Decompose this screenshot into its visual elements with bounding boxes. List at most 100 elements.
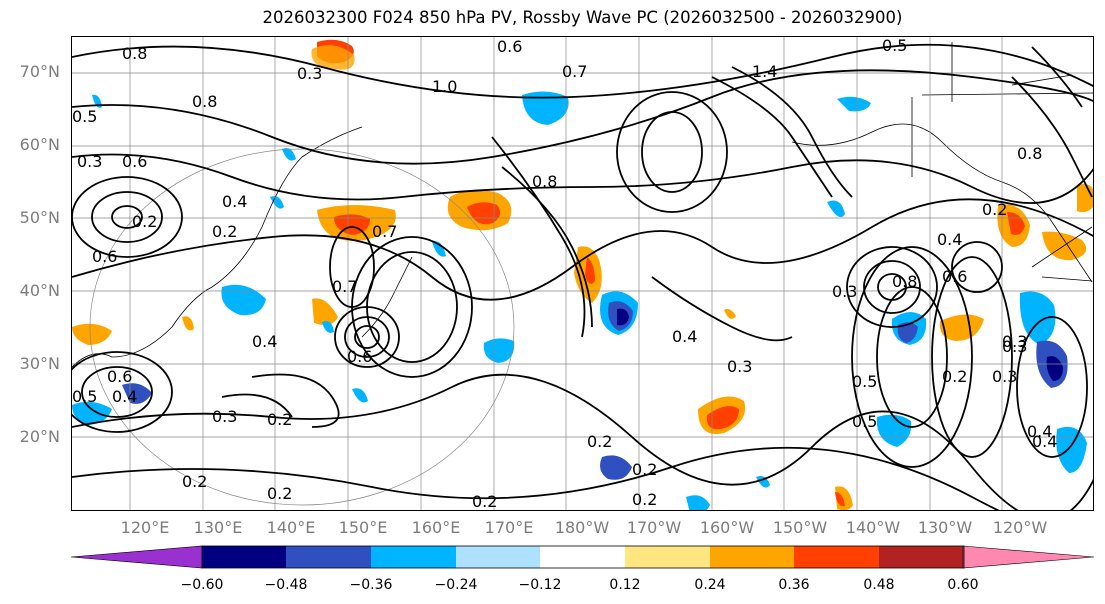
contour-label: 0.3 [832,282,857,301]
colorbar-segment [202,546,287,568]
colorbar-segment [371,546,457,568]
lon-label-150w: 150°W [772,518,828,537]
negative-anomaly-patch [221,284,266,316]
contour-label: 0.4 [1027,422,1052,441]
negative-anomaly-patch [876,414,912,447]
lat-label-60n: 60°N [19,135,60,154]
lat-label-30n: 30°N [19,354,60,373]
contour-label: 0.3 [1002,332,1027,351]
lon-label-160e: 160°E [411,518,461,537]
contour-label: 0.5 [882,37,907,55]
contour-label: 0.4 [1032,432,1057,451]
lon-label-170e: 170°E [484,518,534,537]
colorbar-tick-label: −0.60 [180,577,224,593]
positive-anomaly-patch [724,308,736,319]
contour-label: 0.6 [942,267,967,286]
contour-label: 0.3 [727,357,752,376]
contour-label: 0.7 [372,222,397,241]
contour-label: 0.4 [222,192,247,211]
lon-label-130w: 130°W [917,518,973,537]
contour-label: 0.2 [472,492,497,511]
colorbar-outline [201,545,965,569]
lon-label-140e: 140°E [266,518,316,537]
contour-labels: 0.6 0.8 0.5 0.3 0.7 1.0 1.4 0.8 0.5 0.8 … [72,37,1057,511]
lon-label-170w: 170°W [626,518,682,537]
positive-anomaly-patch [182,316,194,331]
contour-label: 1.0 [432,77,457,96]
negative-anomaly-patch [270,196,284,209]
contour-label: 0.2 [267,484,292,503]
negative-anomaly-patch [282,148,296,161]
contour-label: 0.8 [192,92,217,111]
coastlines [72,42,1093,368]
lon-label-150e: 150°E [338,518,388,537]
lon-label-140w: 140°W [845,518,901,537]
negative-anomaly-patch [617,308,629,326]
contour-label: 0.6 [497,37,522,56]
positive-anomaly-patch [585,257,595,284]
pv-anomaly-fills [72,39,1093,510]
contour-label: 0.2 [982,200,1007,219]
colorbar-tick-label: −0.48 [264,577,308,593]
negative-anomaly-patch [483,338,515,363]
contour-label: 0.4 [672,327,697,346]
map-panel[interactable]: 0.6 0.8 0.5 0.3 0.7 1.0 1.4 0.8 0.5 0.8 … [71,36,1094,511]
negative-anomaly-patch [600,455,632,480]
contour-label: 0.6 [107,367,132,386]
contour-label: 0.5 [72,387,97,406]
contour-label: 0.7 [562,62,587,81]
colorbar-extend-right [962,545,1095,569]
negative-anomaly-patch [1019,291,1056,345]
positive-anomaly-patch [72,323,112,345]
plot-title: 2026032300 F024 850 hPa PV, Rossby Wave … [262,8,903,27]
pv-contours [72,43,1093,510]
negative-anomaly-patch [1056,426,1087,473]
lon-label-120e: 120°E [120,518,170,537]
negative-anomaly-patch [352,388,368,403]
contour-label: 0.5 [852,372,877,391]
contour-label: 0.2 [132,212,157,231]
contour-label: 0.8 [1017,144,1042,163]
colorbar-segment [879,546,964,568]
contour-label: 0.2 [587,432,612,451]
colorbar-segment [625,546,711,568]
negative-anomaly-patch [72,401,112,425]
lon-label-180w: 180°W [554,518,610,537]
map-canvas: 0.6 0.8 0.5 0.3 0.7 1.0 1.4 0.8 0.5 0.8 … [72,37,1093,511]
contour-label: 0.3 [77,152,102,171]
lat-label-70n: 70°N [19,62,60,81]
contour-label: 0.4 [252,332,277,351]
positive-anomaly-patch [312,298,338,325]
colorbar-tick-label: 0.60 [947,577,979,593]
lat-label-40n: 40°N [19,281,60,300]
lon-label-130e: 130°E [193,518,243,537]
positive-anomaly-patch [467,202,501,225]
lon-label-120w: 120°W [992,518,1048,537]
contour-label: 0.3 [297,64,322,83]
colorbar-segment [794,546,880,568]
negative-anomaly-patch [827,200,845,218]
positive-anomaly-patch [1077,184,1093,213]
colorbar-tick-label: 0.36 [778,577,810,593]
negative-anomaly-patch [897,322,918,343]
contour-label: 0.2 [182,472,207,491]
contour-label: 1.4 [752,62,777,81]
lat-label-20n: 20°N [19,427,60,446]
contour-label: 0.2 [267,410,292,429]
lon-label-160w: 160°W [699,518,755,537]
contour-label: 0.3 [992,367,1017,386]
contour-label: 0.2 [632,490,657,509]
negative-anomaly-patch [522,91,569,125]
colorbar-tick-label: −0.12 [518,577,562,593]
contour-label: 0.2 [942,367,967,386]
positive-anomaly-patch [939,314,984,341]
positive-anomaly-patch [835,492,845,507]
negative-anomaly-patch [122,383,152,404]
colorbar-extend-left [70,545,203,569]
colorbar-segment [710,546,795,568]
colorbar-tick-label: 0.48 [863,577,895,593]
colorbar-tick-label: −0.24 [434,577,478,593]
contour-label: 0.8 [892,272,917,291]
negative-anomaly-patch [686,495,710,510]
contour-label: 0.2 [212,222,237,241]
